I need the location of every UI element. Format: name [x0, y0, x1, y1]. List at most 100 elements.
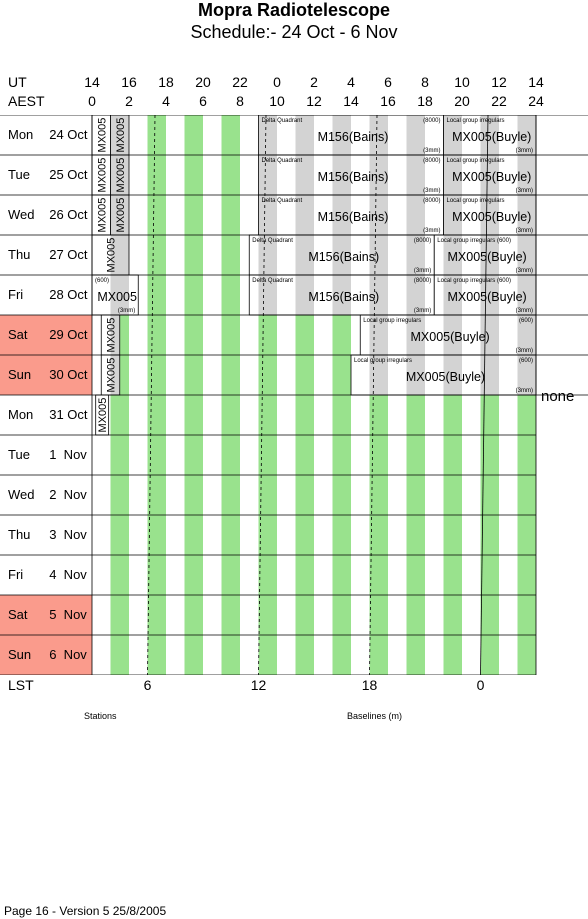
- day-label: Mon 31 Oct: [8, 407, 88, 422]
- grey-stripe: [258, 195, 277, 235]
- aest-tick: 16: [380, 93, 396, 109]
- block-note: Delta Quadrant: [252, 278, 293, 284]
- day-date: 30 Oct: [42, 367, 88, 382]
- grey-stripe: [110, 275, 129, 315]
- grey-stripe: [517, 275, 536, 315]
- day-date: 1 Nov: [42, 447, 87, 462]
- aest-tick: 0: [88, 93, 96, 109]
- aest-tick: 24: [528, 93, 544, 109]
- lst-line: [480, 115, 489, 675]
- schedule-grid: MX005 MX005 M156(Bains) Delta Quadrant (8000…: [0, 115, 588, 675]
- grey-stripe: [443, 355, 462, 395]
- grey-stripe: [295, 235, 314, 275]
- block-note: (3mm): [516, 268, 533, 274]
- block-label: MX005(Buyle): [452, 170, 531, 184]
- day-of-week: Thu: [8, 247, 31, 262]
- day-label: Sat 29 Oct: [8, 327, 88, 342]
- block-note: (3mm): [516, 228, 533, 234]
- grey-stripe: [258, 115, 277, 155]
- block-label: MX005: [97, 290, 137, 304]
- block-label: MX005(Buyle): [448, 250, 527, 264]
- day-of-week: Sun: [8, 367, 32, 382]
- grey-stripe: [332, 275, 351, 315]
- block-note: Delta Quadrant: [262, 198, 303, 204]
- ut-tick: 14: [84, 74, 100, 90]
- day-of-week: Sat: [8, 327, 28, 342]
- aest-tick: 12: [306, 93, 322, 109]
- grey-stripe: [369, 115, 388, 155]
- block-label: M156(Bains): [318, 170, 389, 184]
- ut-tick: 2: [310, 74, 318, 90]
- block-note: (600): [519, 318, 533, 324]
- ut-tick: 4: [347, 74, 355, 90]
- day-label: Fri 4 Nov: [8, 567, 87, 582]
- grey-stripe: [295, 275, 314, 315]
- lst-tick: 18: [361, 677, 378, 693]
- aest-tick: 6: [199, 93, 207, 109]
- day-label: Tue 25 Oct: [8, 167, 88, 182]
- block-note: Local group irregulars: [447, 158, 505, 164]
- day-of-week: Mon: [8, 407, 34, 422]
- block-label: MX005(Buyle): [448, 290, 527, 304]
- page-title: Mopra Radiotelescope: [197, 0, 391, 20]
- day-date: 31 Oct: [42, 407, 88, 422]
- aest-tick: 10: [269, 93, 285, 109]
- day-label: Sun 6 Nov: [8, 647, 87, 662]
- ut-tick: 8: [421, 74, 429, 90]
- day-label: Fri 28 Oct: [8, 287, 88, 302]
- weekend-cell: [0, 635, 92, 675]
- block-label: MX005(Buyle): [452, 130, 531, 144]
- day-of-week: Wed: [8, 207, 35, 222]
- block-bg: [95, 395, 109, 435]
- day-label: Sun 30 Oct: [8, 367, 88, 382]
- grey-stripe: [517, 195, 536, 235]
- block-bg: [92, 155, 111, 195]
- baselines-label: Baselines (m): [347, 711, 403, 721]
- grey-stripe: [480, 355, 499, 395]
- grey-stripe: [406, 155, 425, 195]
- day-date: 2 Nov: [42, 487, 87, 502]
- block-label: M156(Bains): [318, 210, 389, 224]
- block-label: MX005: [106, 318, 118, 353]
- grey-stripe: [369, 275, 388, 315]
- block-note: (3mm): [423, 188, 440, 194]
- grey-stripe: [443, 275, 462, 315]
- day-of-week: Thu: [8, 527, 31, 542]
- day-label: Tue 1 Nov: [8, 447, 87, 462]
- grey-stripe: [258, 275, 277, 315]
- day-of-week: Sun: [8, 647, 32, 662]
- block-label: MX005: [96, 198, 108, 233]
- day-date: 24 Oct: [42, 127, 88, 142]
- block-note: Local group irregulars: [447, 118, 505, 124]
- block-note: Local group irregulars: [354, 358, 412, 364]
- block-note: (8000): [423, 158, 440, 164]
- ut-tick: 20: [195, 74, 211, 90]
- grey-stripe: [443, 315, 462, 355]
- block-label: M156(Bains): [308, 250, 379, 264]
- grey-stripe: [295, 115, 314, 155]
- grey-stripe: [443, 115, 462, 155]
- grey-stripe: [517, 235, 536, 275]
- block-note: (3mm): [414, 308, 431, 314]
- none-label: none: [541, 388, 575, 405]
- aest-tick: 20: [454, 93, 470, 109]
- grey-stripe: [258, 155, 277, 195]
- ut-tick: 14: [528, 74, 544, 90]
- day-date: 5 Nov: [42, 607, 87, 622]
- ut-tick: 0: [273, 74, 281, 90]
- grey-stripe: [295, 195, 314, 235]
- ut-tick: 12: [491, 74, 507, 90]
- lst-tick: 0: [476, 677, 485, 693]
- block-label: MX005: [106, 238, 118, 273]
- day-label: Wed 26 Oct: [8, 207, 88, 222]
- grey-stripe: [480, 235, 499, 275]
- grey-stripe: [110, 155, 129, 195]
- block-note: (3mm): [516, 308, 533, 314]
- day-label: Thu 3 Nov: [8, 527, 87, 542]
- grey-stripe: [369, 155, 388, 195]
- day-date: 6 Nov: [42, 647, 87, 662]
- block-note: (600): [519, 358, 533, 364]
- grey-stripe: [332, 115, 351, 155]
- grey-stripe: [480, 195, 499, 235]
- grey-stripe: [517, 315, 536, 355]
